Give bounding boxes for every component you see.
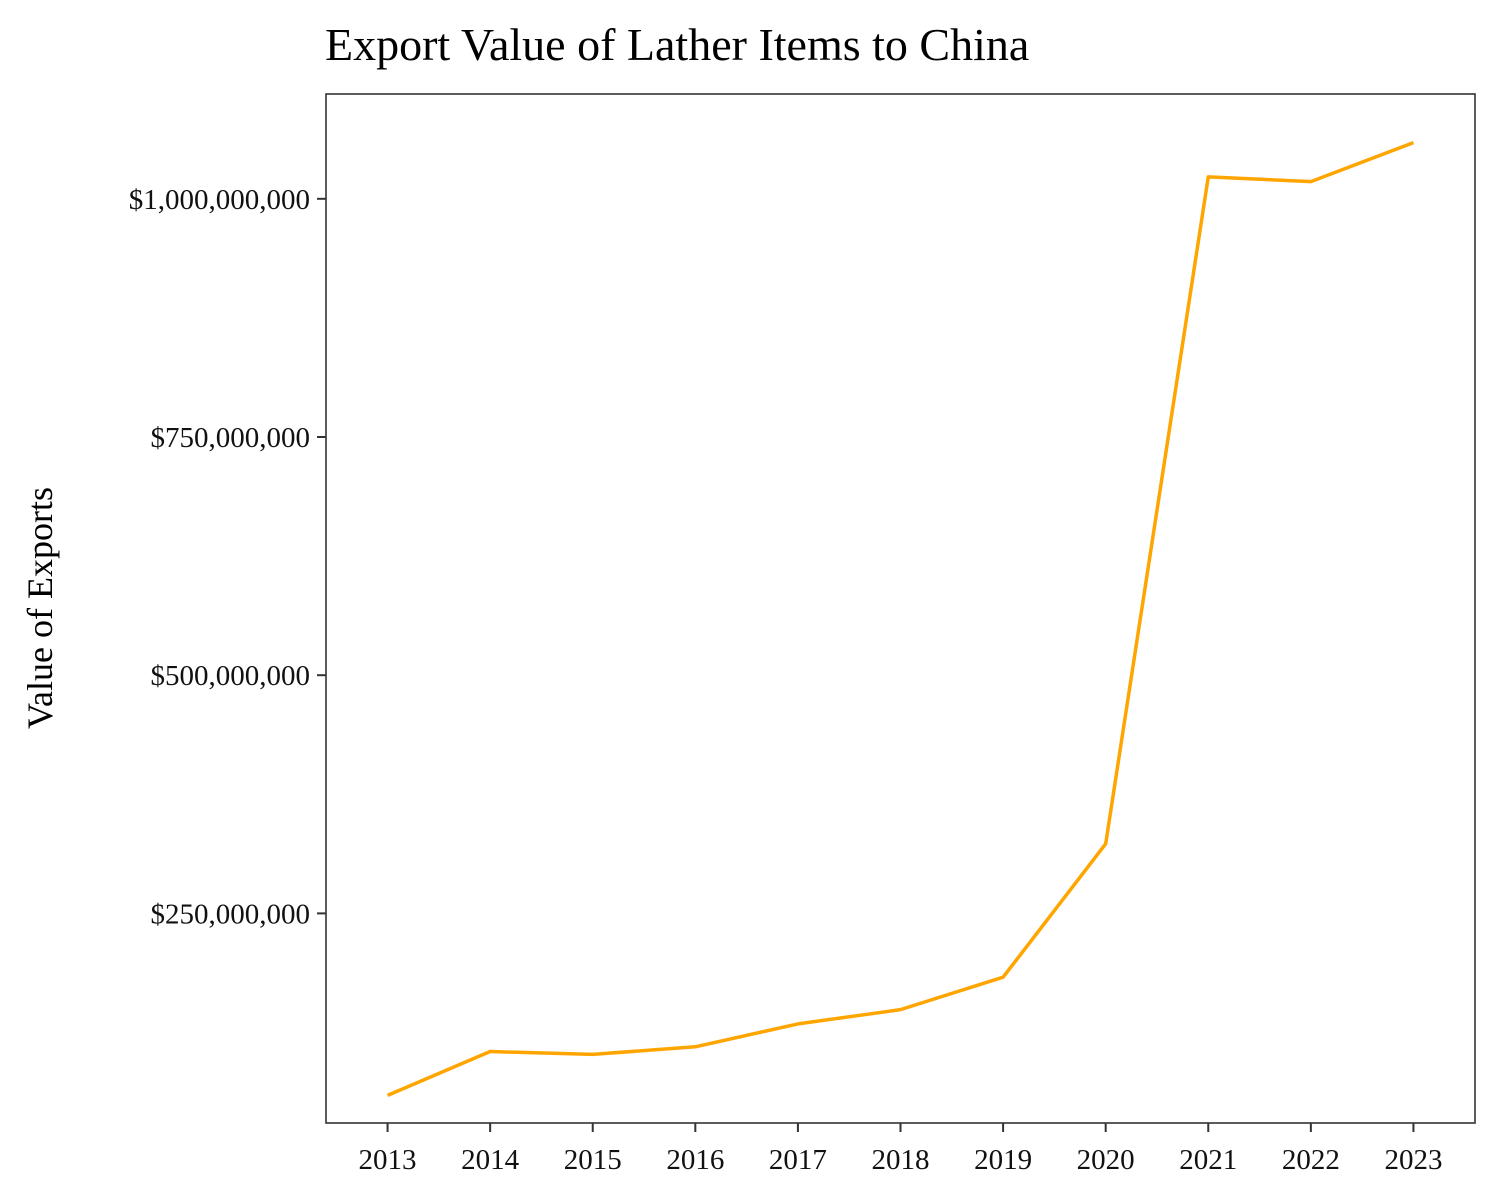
x-tick-label: 2021 [1179, 1144, 1237, 1176]
x-tick-label: 2014 [461, 1144, 520, 1176]
x-tick-label: 2018 [872, 1144, 930, 1176]
x-tick-label: 2016 [666, 1144, 724, 1176]
plot-panel-border [325, 93, 1476, 1124]
y-tick-label: $750,000,000 [151, 422, 311, 454]
y-tick-label: $1,000,000,000 [129, 184, 310, 216]
x-tick-label: 2017 [769, 1144, 827, 1176]
y-axis: $250,000,000 $500,000,000 $750,000,000 $1,0… [129, 184, 326, 930]
series-line [386, 140, 1415, 1097]
chart-title: Export Value of Lather Items to China [325, 19, 1029, 70]
y-axis-title: Value of Exports [20, 487, 60, 729]
x-axis: 2013 2014 2015 2016 2017 2018 2019 2020 2021 2022… [359, 1123, 1442, 1176]
y-tick-label: $500,000,000 [151, 660, 311, 692]
x-tick-label: 2022 [1282, 1144, 1340, 1176]
x-tick-label: 2020 [1077, 1144, 1135, 1176]
x-tick-label: 2015 [564, 1144, 622, 1176]
x-tick-label: 2013 [359, 1144, 417, 1176]
series-layer [386, 140, 1415, 1097]
y-tick-label: $250,000,000 [151, 898, 311, 930]
x-tick-label: 2019 [974, 1144, 1032, 1176]
x-tick-label: 2023 [1384, 1144, 1442, 1176]
